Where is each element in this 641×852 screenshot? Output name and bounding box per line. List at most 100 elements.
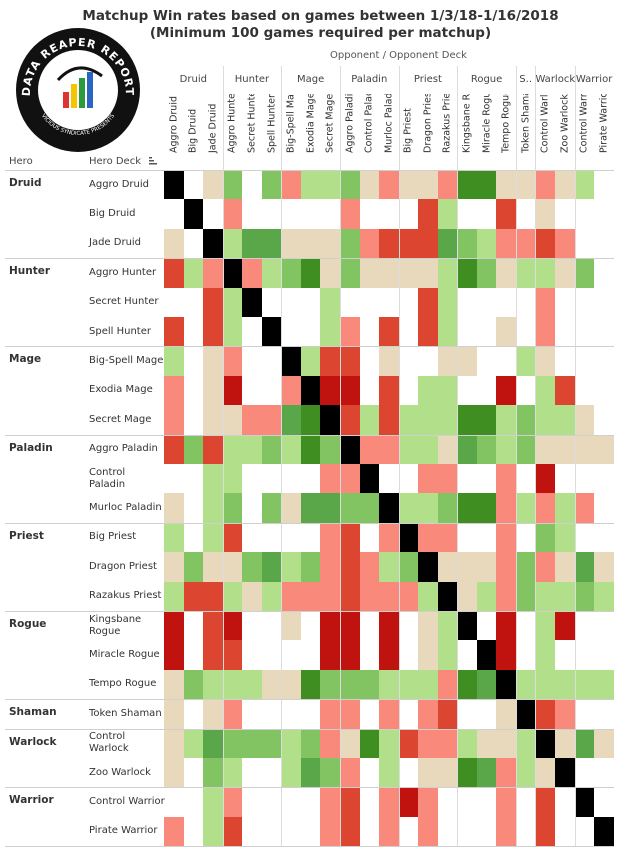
heatmap-cell[interactable] (281, 199, 302, 230)
heatmap-cell[interactable] (339, 375, 361, 406)
heatmap-cell[interactable] (183, 699, 204, 730)
heatmap-cell[interactable] (476, 228, 497, 259)
heatmap-cell[interactable] (418, 405, 439, 436)
heatmap-cell[interactable] (164, 816, 185, 847)
heatmap-cell[interactable] (457, 375, 478, 406)
heatmap-cell[interactable] (418, 493, 439, 524)
heatmap-cell[interactable] (320, 728, 341, 759)
heatmap-cell[interactable] (183, 375, 204, 406)
heatmap-cell[interactable] (203, 669, 224, 700)
heatmap-cell[interactable] (398, 170, 419, 200)
heatmap-cell[interactable] (281, 552, 302, 583)
heatmap-cell[interactable] (379, 199, 400, 230)
heatmap-cell[interactable] (300, 699, 321, 730)
heatmap-cell[interactable] (418, 758, 439, 788)
heatmap-cell[interactable] (300, 375, 321, 406)
heatmap-cell[interactable] (281, 258, 302, 289)
heatmap-cell[interactable] (476, 787, 497, 818)
heatmap-cell[interactable] (555, 699, 576, 730)
heatmap-cell[interactable] (379, 317, 400, 347)
heatmap-cell[interactable] (515, 816, 537, 847)
heatmap-cell[interactable] (300, 346, 321, 377)
heatmap-cell[interactable] (281, 287, 302, 318)
heatmap-cell[interactable] (222, 317, 243, 347)
heatmap-cell[interactable] (574, 258, 595, 289)
heatmap-cell[interactable] (535, 728, 556, 759)
heatmap-cell[interactable] (496, 816, 517, 847)
heatmap-cell[interactable] (183, 816, 204, 847)
heatmap-cell[interactable] (379, 728, 400, 759)
heatmap-cell[interactable] (300, 228, 321, 259)
heatmap-cell[interactable] (242, 375, 263, 406)
heatmap-cell[interactable] (164, 640, 185, 671)
heatmap-cell[interactable] (222, 640, 243, 671)
heatmap-cell[interactable] (203, 287, 224, 318)
heatmap-cell[interactable] (339, 464, 361, 494)
heatmap-cell[interactable] (300, 464, 321, 494)
heatmap-cell[interactable] (437, 493, 458, 524)
heatmap-cell[interactable] (437, 170, 458, 200)
heatmap-cell[interactable] (359, 493, 380, 524)
heatmap-cell[interactable] (339, 669, 361, 700)
heatmap-cell[interactable] (222, 787, 243, 818)
heatmap-cell[interactable] (574, 758, 595, 788)
heatmap-cell[interactable] (300, 522, 321, 553)
heatmap-cell[interactable] (515, 787, 537, 818)
heatmap-cell[interactable] (320, 581, 341, 612)
heatmap-cell[interactable] (555, 317, 576, 347)
heatmap-cell[interactable] (359, 317, 380, 347)
heatmap-cell[interactable] (183, 611, 204, 641)
heatmap-cell[interactable] (320, 611, 341, 641)
heatmap-cell[interactable] (398, 816, 419, 847)
heatmap-cell[interactable] (555, 199, 576, 230)
heatmap-cell[interactable] (339, 287, 361, 318)
heatmap-cell[interactable] (203, 464, 224, 494)
heatmap-cell[interactable] (203, 346, 224, 377)
heatmap-cell[interactable] (281, 405, 302, 436)
heatmap-cell[interactable] (164, 611, 185, 641)
heatmap-cell[interactable] (574, 228, 595, 259)
heatmap-cell[interactable] (379, 816, 400, 847)
heatmap-cell[interactable] (418, 611, 439, 641)
heatmap-cell[interactable] (496, 464, 517, 494)
heatmap-cell[interactable] (555, 758, 576, 788)
heatmap-cell[interactable] (457, 728, 478, 759)
heatmap-cell[interactable] (574, 669, 595, 700)
heatmap-cell[interactable] (222, 728, 243, 759)
heatmap-cell[interactable] (574, 522, 595, 553)
heatmap-cell[interactable] (164, 346, 185, 377)
heatmap-cell[interactable] (203, 640, 224, 671)
heatmap-cell[interactable] (379, 552, 400, 583)
heatmap-cell[interactable] (418, 699, 439, 730)
heatmap-cell[interactable] (515, 375, 537, 406)
heatmap-cell[interactable] (300, 199, 321, 230)
heatmap-cell[interactable] (515, 493, 537, 524)
heatmap-cell[interactable] (339, 258, 361, 289)
heatmap-cell[interactable] (515, 199, 537, 230)
heatmap-cell[interactable] (418, 258, 439, 289)
heatmap-cell[interactable] (535, 611, 556, 641)
heatmap-cell[interactable] (359, 346, 380, 377)
heatmap-cell[interactable] (164, 258, 185, 289)
heatmap-cell[interactable] (555, 434, 576, 465)
heatmap-cell[interactable] (515, 640, 537, 671)
heatmap-cell[interactable] (203, 258, 224, 289)
heatmap-cell[interactable] (164, 317, 185, 347)
heatmap-cell[interactable] (339, 640, 361, 671)
heatmap-cell[interactable] (359, 258, 380, 289)
heatmap-cell[interactable] (242, 317, 263, 347)
heatmap-cell[interactable] (261, 758, 282, 788)
heatmap-cell[interactable] (535, 170, 556, 200)
heatmap-cell[interactable] (496, 375, 517, 406)
heatmap-cell[interactable] (437, 581, 458, 612)
heatmap-cell[interactable] (555, 611, 576, 641)
heatmap-cell[interactable] (359, 434, 380, 465)
heatmap-cell[interactable] (300, 434, 321, 465)
heatmap-cell[interactable] (281, 434, 302, 465)
heatmap-cell[interactable] (359, 287, 380, 318)
heatmap-cell[interactable] (574, 405, 595, 436)
heatmap-cell[interactable] (379, 787, 400, 818)
heatmap-cell[interactable] (476, 728, 497, 759)
heatmap-cell[interactable] (418, 640, 439, 671)
heatmap-cell[interactable] (242, 728, 263, 759)
